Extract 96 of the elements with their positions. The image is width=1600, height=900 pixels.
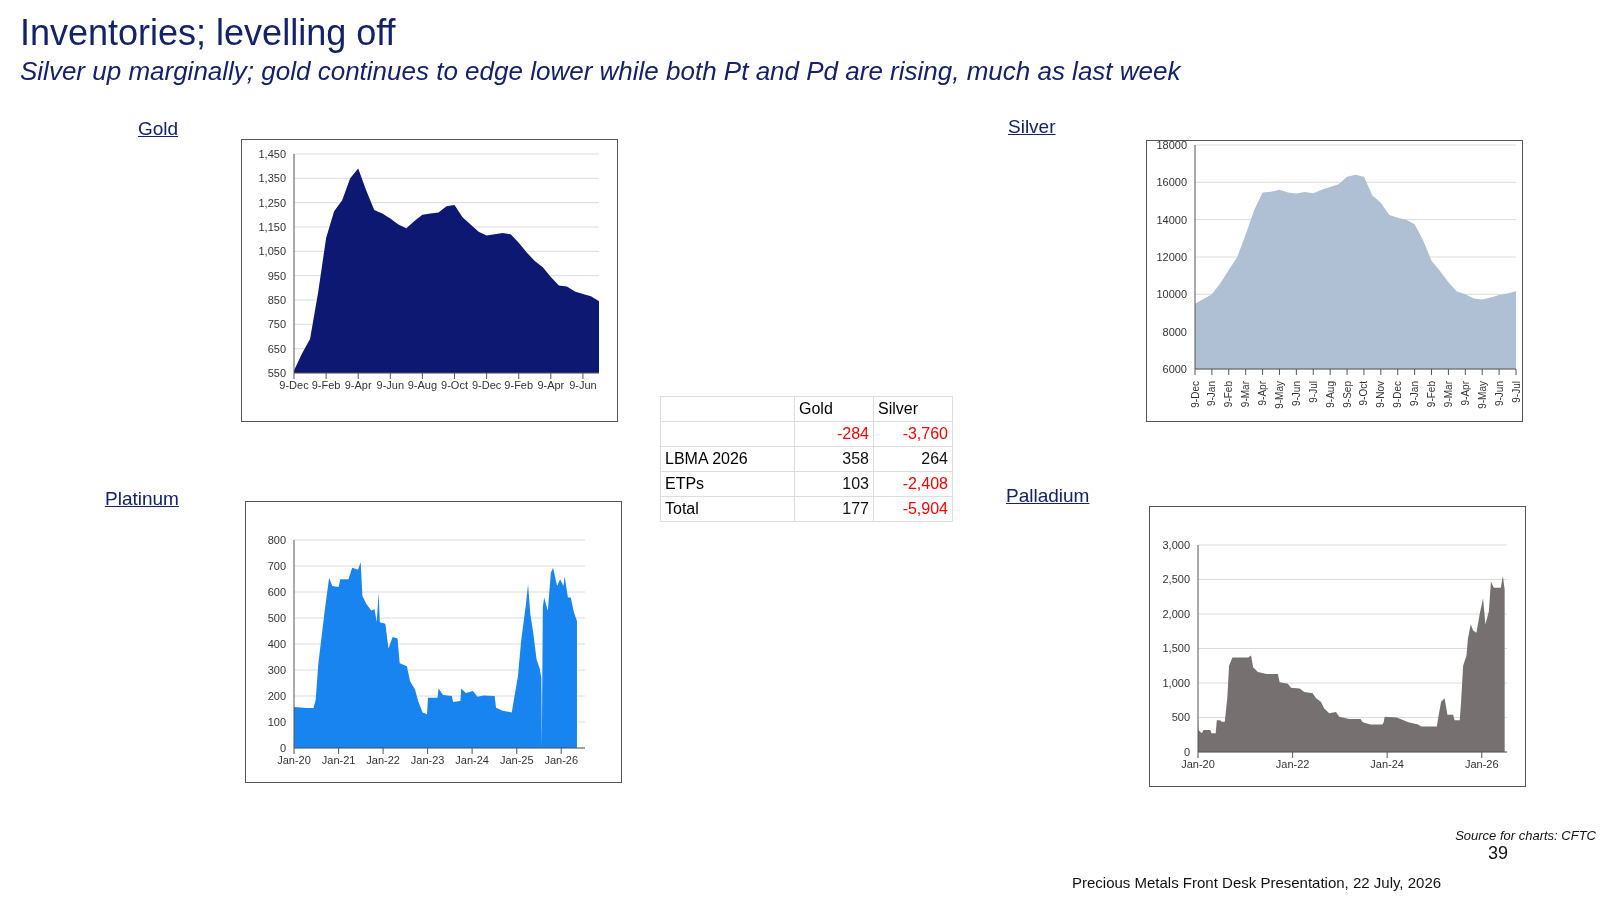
source-note: Source for charts: CFTC [1455, 828, 1596, 843]
y-tick-label: 10000 [1156, 288, 1187, 301]
text: Precious Metals Front Desk Presentation, 22 July, 2026 [1072, 874, 1442, 891]
text: 264 [921, 450, 948, 467]
y-tick-label: 6000 [1162, 362, 1187, 375]
x-tick-label: 9-Feb [1223, 380, 1235, 408]
x-tick-label: Jan-21 [321, 753, 356, 766]
x-tick-label: 9-Jul [1510, 381, 1522, 403]
y-tick-label: 1,000 [1162, 676, 1190, 689]
x-tick-label: 9-Feb [311, 378, 341, 391]
x-tick-label: Jan-22 [1275, 757, 1310, 770]
y-tick-label: 800 [267, 533, 286, 546]
text: -3,760 [902, 425, 948, 442]
y-tick-label: 400 [267, 637, 286, 650]
y-tick-label: 2,000 [1162, 607, 1190, 620]
x-tick-label: 9-Dec [1392, 381, 1404, 408]
x-tick-label: 9-Jun [1290, 381, 1302, 407]
text: 177 [842, 500, 869, 517]
y-tick-label: 700 [267, 559, 286, 572]
x-tick-label: 9-Nov [1375, 381, 1387, 408]
y-tick-label: 8000 [1162, 325, 1187, 338]
x-tick-label: 9-May [1476, 381, 1488, 409]
chart-title: Gold [138, 118, 179, 140]
y-tick-label: 1,250 [258, 196, 286, 209]
x-tick-label: Jan-22 [366, 753, 400, 766]
category-label: LBMA 2026 [665, 450, 748, 467]
y-tick-label: 1,050 [258, 245, 286, 258]
x-tick-label: 9-Mar [1240, 380, 1252, 408]
x-tick-label: 9-Jan [1409, 381, 1421, 407]
x-tick-label: Jan-24 [1370, 757, 1404, 770]
y-tick-label: 650 [267, 342, 286, 355]
x-tick-label: 9-Apr [537, 378, 565, 391]
y-tick-label: 1,500 [1162, 642, 1190, 655]
category-label: Silver [873, 396, 953, 422]
y-tick-label: 16000 [1156, 176, 1187, 189]
y-tick-label: 500 [1171, 711, 1190, 724]
y-tick-label: 0 [1183, 745, 1190, 758]
x-tick-label: 9-Dec [1189, 381, 1201, 408]
y-tick-label: 1,150 [258, 220, 286, 233]
y-tick-label: 1,450 [258, 147, 286, 160]
text: 103 [842, 475, 869, 492]
y-tick-label: 12000 [1156, 250, 1187, 263]
x-tick-label: 9-Jan [1206, 381, 1218, 407]
category-label: Gold [794, 396, 874, 422]
y-tick-label: 300 [267, 663, 286, 676]
x-tick-label: Jan-24 [455, 753, 489, 766]
x-tick-label: 9-Apr [344, 378, 372, 391]
text: -284 [836, 425, 869, 442]
x-tick-label: 9-Jun [376, 378, 405, 391]
x-tick-label: Jan-20 [277, 753, 311, 766]
y-tick-label: 2,500 [1162, 573, 1190, 586]
x-tick-label: 9-Jun [1493, 381, 1505, 407]
category-label: Total [665, 500, 699, 517]
x-tick-label: 9-Dec [279, 378, 310, 391]
y-tick-label: 550 [267, 366, 286, 379]
x-tick-label: 9-Dec [471, 378, 502, 391]
y-tick-label: 18000 [1156, 138, 1187, 151]
x-tick-label: 9-Mar [1442, 380, 1454, 408]
x-tick-label: 9-Sep [1341, 380, 1353, 408]
x-tick-label: 9-Apr [1459, 380, 1471, 406]
x-tick-label: Jan-26 [544, 753, 579, 766]
text: Inventories; levelling off [20, 12, 396, 54]
x-tick-label: 9-Feb [1426, 380, 1438, 408]
x-tick-label: 9-Feb [504, 378, 534, 391]
x-tick-label: 9-Aug [1324, 381, 1336, 408]
y-tick-label: 100 [267, 715, 286, 728]
text: Silver [1008, 116, 1056, 138]
text: 358 [842, 450, 869, 467]
x-tick-label: 9-Apr [1257, 380, 1269, 406]
y-tick-label: 850 [267, 293, 286, 306]
y-tick-label: 950 [267, 269, 286, 282]
y-tick-label: 750 [267, 318, 286, 331]
x-tick-label: 9-Aug [407, 378, 438, 391]
text: Platinum [105, 488, 179, 510]
y-tick-label: 500 [267, 611, 286, 624]
x-tick-label: 9-Jun [569, 378, 597, 391]
y-tick-label: 200 [267, 689, 286, 702]
y-tick-label: 1,350 [258, 172, 286, 185]
text: Silver up marginally; gold continues to edge lower while both Pt and Pd are rising, much as last week [20, 56, 1181, 87]
x-tick-label: 9-Oct [1358, 380, 1370, 406]
x-tick-label: 9-May [1273, 381, 1285, 409]
text: 39 [1488, 843, 1509, 864]
text: -5,904 [902, 500, 948, 517]
x-tick-label: Jan-23 [410, 753, 445, 766]
y-tick-label: 0 [279, 741, 286, 754]
x-tick-label: Jan-20 [1181, 757, 1215, 770]
x-tick-label: Jan-26 [1464, 757, 1499, 770]
x-tick-label: 9-Jul [1307, 381, 1319, 403]
y-tick-label: 600 [267, 585, 286, 598]
category-label: ETPs [665, 475, 705, 492]
text: -2,408 [902, 475, 948, 492]
x-tick-label: 9-Oct [441, 378, 468, 391]
y-tick-label: 14000 [1156, 213, 1187, 226]
y-tick-label: 3,000 [1162, 538, 1190, 551]
x-tick-label: Jan-25 [499, 753, 534, 766]
chart-title: Palladium [1006, 485, 1090, 507]
